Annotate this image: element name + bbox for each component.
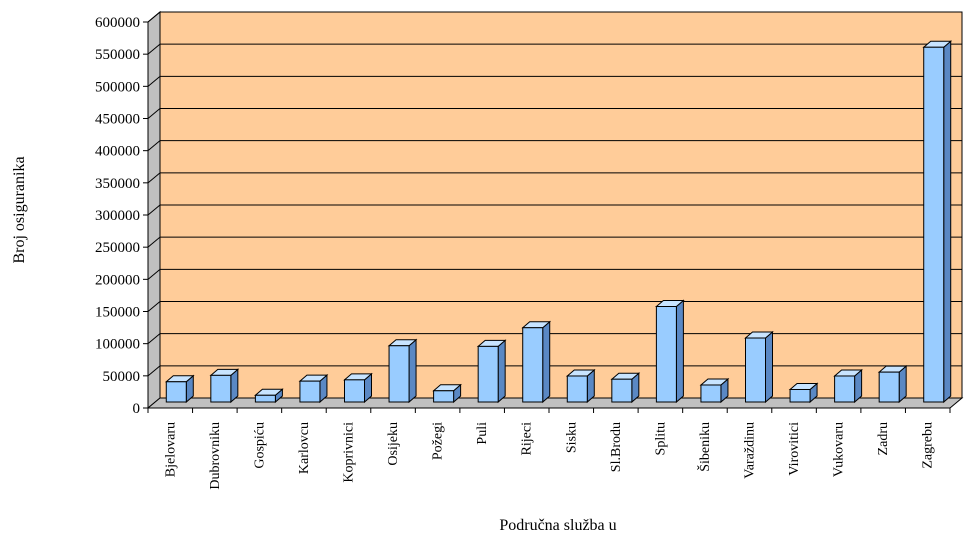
bar: [565, 368, 596, 404]
gridlines: [147, 11, 962, 377]
x-tick-label: Zagrebu: [921, 422, 936, 469]
bar: [164, 374, 195, 404]
bar-front: [834, 375, 856, 403]
bar: [254, 388, 284, 404]
bar-front: [165, 381, 187, 403]
bar: [387, 338, 418, 404]
gridline-diagonal: [147, 172, 161, 184]
y-tick-label: 50000: [103, 369, 141, 385]
bar-front: [611, 378, 633, 403]
bar-side: [497, 339, 506, 404]
bar: [432, 383, 462, 404]
bar-front: [566, 375, 588, 403]
gridline-diagonal: [147, 236, 161, 248]
bar-side: [408, 338, 417, 404]
bar-front: [477, 345, 499, 403]
y-tick-label: 150000: [95, 305, 140, 321]
x-tick-label: Rijeci: [520, 422, 535, 456]
gridline-diagonal: [147, 268, 161, 280]
y-tick-labels: 0 50000 100000 150000 200000 250000 300000 3500…: [95, 15, 140, 417]
bar: [833, 368, 863, 404]
bar: [521, 320, 552, 404]
y-tick-label: 200000: [95, 272, 140, 288]
bar-front: [700, 384, 722, 403]
x-tick-label: Sl.Brodu: [609, 422, 624, 472]
y-tick-label: 250000: [95, 240, 140, 256]
x-tick-label: Dubrovniku: [208, 422, 223, 490]
bar: [922, 40, 953, 404]
bar-side: [675, 299, 684, 404]
x-tick-label: Gospiću: [252, 422, 267, 469]
bar-front: [745, 337, 766, 403]
bar: [788, 382, 819, 404]
x-tick-label: Splitu: [653, 422, 668, 455]
y-tick-label: 550000: [95, 47, 140, 63]
x-tick-label: Zadru: [876, 422, 891, 455]
bar: [610, 372, 641, 404]
x-tick-label: Osijeku: [386, 422, 401, 466]
y-tick-label: 100000: [95, 337, 140, 353]
x-tick-label: Karlovcu: [297, 422, 312, 474]
x-tick-label: Varaždinu: [743, 422, 758, 479]
axes: [143, 21, 951, 413]
bar: [298, 374, 329, 404]
x-tick-label: Koprivnici: [342, 422, 357, 483]
bar: [343, 372, 373, 404]
x-tick-label: Šibeniku: [696, 422, 713, 472]
bar-front: [923, 46, 945, 403]
x-axis-title: Područna služba u: [499, 517, 616, 534]
y-tick-label: 600000: [95, 15, 140, 31]
x-tick-label: Bjelovaru: [163, 422, 178, 477]
x-tick-label: Sisku: [564, 422, 579, 453]
bar-front: [388, 345, 410, 403]
bar: [877, 365, 908, 404]
bars: [164, 40, 953, 404]
bar-front: [522, 327, 544, 403]
bar-front: [344, 379, 365, 403]
y-tick-label: 350000: [95, 176, 140, 192]
gridline-diagonal: [147, 333, 161, 345]
y-tick-label: 0: [133, 401, 141, 417]
bar: [476, 339, 507, 404]
gridline-diagonal: [147, 301, 161, 312]
gridline-diagonal: [147, 108, 161, 119]
bar-side: [542, 320, 551, 404]
bar-side: [765, 330, 773, 404]
gridline-diagonal: [147, 140, 161, 152]
gridline-diagonal: [147, 204, 161, 216]
bar: [209, 368, 240, 404]
y-tick-label: 400000: [95, 144, 140, 160]
x-tick-labels: Bjelovaru Dubrovniku Gospiću Karlovcu Kopriv…: [163, 422, 935, 490]
y-tick-label: 500000: [95, 79, 140, 95]
y-tick-label: 450000: [95, 112, 140, 128]
x-tick-label: Požegi: [431, 422, 446, 460]
x-tick-label: Vukovaru: [832, 422, 847, 477]
bar-front: [655, 306, 677, 403]
bar-side: [943, 40, 952, 404]
bar-front: [210, 374, 232, 403]
gridline-diagonal: [147, 43, 161, 55]
y-axis-title: Broj osiguranika: [11, 156, 28, 263]
x-tick-label: Virovitici: [787, 422, 802, 476]
bar-front: [878, 371, 900, 403]
bar-front: [299, 380, 321, 403]
y-tick-label: 300000: [95, 208, 140, 224]
gridline-diagonal: [147, 75, 161, 87]
bar: [655, 299, 685, 404]
bar: [699, 377, 730, 404]
chart-walls: [146, 10, 964, 410]
x-tick-label: Puli: [475, 422, 490, 445]
bar-front: [254, 394, 276, 403]
gridline-diagonal: [147, 11, 161, 23]
bar-front: [433, 390, 455, 403]
bar-front: [789, 388, 811, 403]
gridline-diagonal: [147, 365, 161, 377]
bar: [744, 330, 774, 404]
